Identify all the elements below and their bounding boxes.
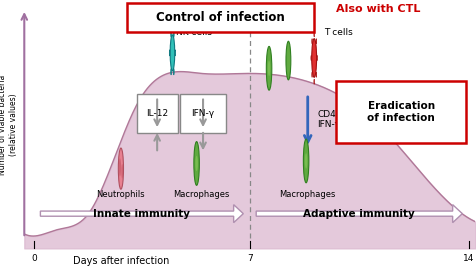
Text: IL-12: IL-12	[146, 109, 168, 118]
Circle shape	[266, 46, 271, 90]
Circle shape	[174, 50, 175, 56]
Text: Days after infection: Days after infection	[72, 256, 169, 266]
Circle shape	[311, 39, 312, 44]
Text: NK cells: NK cells	[175, 28, 211, 37]
Text: 14: 14	[462, 254, 474, 263]
Circle shape	[315, 72, 316, 77]
Circle shape	[121, 164, 123, 178]
Ellipse shape	[195, 156, 198, 171]
Circle shape	[310, 55, 311, 61]
Ellipse shape	[304, 153, 307, 169]
Text: Eradication
of infection: Eradication of infection	[367, 101, 434, 123]
Ellipse shape	[267, 61, 270, 76]
Text: 0: 0	[31, 254, 37, 263]
Text: Innate immunity: Innate immunity	[93, 209, 190, 219]
Circle shape	[170, 31, 171, 37]
Text: Adaptive immunity: Adaptive immunity	[303, 209, 414, 219]
Text: Also with CTL: Also with CTL	[336, 4, 420, 14]
Circle shape	[119, 158, 121, 176]
Circle shape	[313, 79, 314, 84]
Circle shape	[311, 72, 312, 77]
Text: Macrophages: Macrophages	[279, 191, 335, 199]
FancyBboxPatch shape	[336, 81, 465, 143]
Text: IFN-γ: IFN-γ	[191, 109, 214, 118]
Circle shape	[316, 55, 317, 61]
Text: Number of viable bacteria
(relative values): Number of viable bacteria (relative valu…	[0, 75, 18, 175]
FancyBboxPatch shape	[127, 3, 314, 32]
Circle shape	[193, 142, 199, 185]
Circle shape	[169, 50, 170, 56]
Text: T cells: T cells	[323, 28, 352, 37]
Polygon shape	[40, 205, 243, 223]
Circle shape	[313, 32, 314, 37]
Text: Control of infection: Control of infection	[156, 11, 285, 24]
Circle shape	[303, 139, 308, 183]
Circle shape	[173, 31, 174, 37]
Circle shape	[173, 69, 174, 75]
FancyBboxPatch shape	[180, 94, 226, 133]
Text: 7: 7	[247, 254, 252, 263]
Circle shape	[286, 41, 290, 80]
Circle shape	[170, 35, 174, 71]
Text: Neutrophils: Neutrophils	[97, 191, 145, 199]
Circle shape	[170, 69, 171, 75]
Circle shape	[315, 39, 316, 44]
FancyBboxPatch shape	[137, 94, 177, 133]
Circle shape	[311, 39, 316, 77]
Text: Macrophages: Macrophages	[173, 191, 229, 199]
Text: CD40L,
IFN-γ: CD40L, IFN-γ	[317, 110, 349, 129]
Circle shape	[118, 148, 123, 189]
Polygon shape	[256, 205, 461, 223]
